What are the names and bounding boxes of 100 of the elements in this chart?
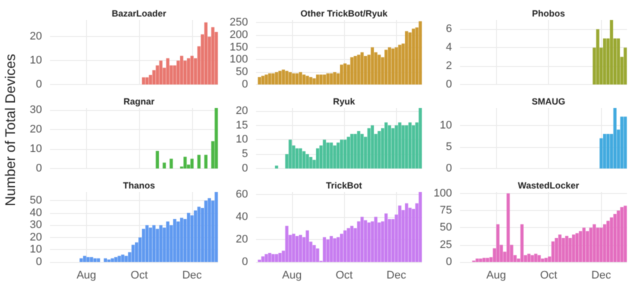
- x-tick-label: Dec: [386, 270, 407, 282]
- bar: [272, 73, 275, 84]
- bar: [360, 134, 364, 168]
- y-tick-label: 20: [30, 123, 42, 136]
- bar: [565, 236, 568, 262]
- bar: [418, 192, 422, 262]
- bar: [582, 228, 586, 262]
- x-tick-label: Aug: [282, 270, 302, 282]
- y-tick-label: 20: [30, 231, 42, 244]
- bar: [578, 231, 582, 262]
- bar: [357, 54, 360, 84]
- chart-title: Phobos: [532, 8, 565, 18]
- bar: [316, 148, 320, 168]
- y-tick-label: 0: [242, 78, 248, 90]
- bar: [296, 236, 299, 262]
- bar: [398, 206, 402, 262]
- y-tick-label: 200: [230, 28, 248, 41]
- bar: [186, 212, 190, 262]
- chart-title: Ryuk: [332, 96, 356, 106]
- bar: [616, 38, 620, 84]
- bar: [278, 70, 282, 84]
- bar: [367, 128, 371, 168]
- bar: [333, 238, 336, 262]
- bar: [124, 256, 128, 262]
- bar: [214, 192, 218, 262]
- bar: [340, 140, 344, 168]
- bar: [316, 248, 320, 262]
- bar: [600, 138, 603, 168]
- bar: [336, 237, 340, 262]
- bar: [292, 73, 296, 84]
- bar: [114, 257, 118, 262]
- bar: [541, 258, 544, 262]
- y-tick-label: 60: [236, 188, 248, 200]
- chart-title: WastedLocker: [518, 180, 580, 190]
- y-tick-label: 30: [30, 219, 42, 232]
- bar: [312, 78, 316, 84]
- bar: [603, 224, 606, 262]
- y-tick-label: 2: [446, 60, 452, 72]
- bar: [285, 70, 288, 84]
- bar: [306, 154, 309, 168]
- bar: [312, 245, 316, 262]
- bar: [476, 258, 479, 262]
- bar: [394, 125, 398, 168]
- bar: [156, 150, 159, 168]
- bar: [292, 234, 296, 262]
- bar: [384, 213, 388, 262]
- y-tick-label: 0: [446, 162, 452, 174]
- y-tick-label: 20: [236, 104, 248, 117]
- y-tick-label: 100: [230, 54, 248, 66]
- x-tick-label: Aug: [486, 270, 506, 282]
- bar: [596, 228, 600, 262]
- bar: [575, 233, 579, 262]
- bar: [326, 239, 330, 262]
- y-tick-label: 25: [440, 238, 452, 251]
- y-tick-label: 4: [446, 42, 452, 54]
- y-tick-label: 50: [236, 66, 248, 78]
- x-tick-label: Oct: [130, 270, 148, 282]
- y-tick-label: 30: [30, 104, 42, 116]
- bar: [142, 77, 146, 84]
- y-tick-label: 0: [36, 78, 42, 90]
- bar: [370, 125, 374, 168]
- chart-title: Other TrickBot/Ryuk: [300, 8, 388, 18]
- bar: [156, 228, 159, 262]
- bar: [606, 134, 610, 168]
- bar: [530, 255, 534, 262]
- bar: [142, 228, 146, 262]
- x-tick-label: Oct: [336, 270, 353, 282]
- y-tick-label: 0: [242, 256, 248, 268]
- y-tick-label: 75: [440, 204, 452, 217]
- y-tick-label: 10: [236, 134, 248, 146]
- y-tick-label: 15: [236, 119, 248, 132]
- bar: [589, 228, 592, 262]
- bar: [340, 64, 344, 84]
- bar: [288, 140, 292, 168]
- y-tick-label: 50: [30, 194, 42, 207]
- bar: [620, 207, 624, 262]
- bar: [586, 231, 589, 262]
- bar: [330, 73, 333, 84]
- bar: [316, 74, 320, 84]
- bar: [402, 125, 405, 168]
- bar: [190, 56, 194, 84]
- chart-title: TrickBot: [326, 180, 362, 190]
- bar: [616, 210, 620, 262]
- bar: [296, 73, 299, 84]
- y-tick-label: 150: [230, 41, 248, 54]
- bar: [610, 20, 614, 84]
- bar: [264, 74, 268, 84]
- bar: [346, 228, 350, 262]
- bar: [166, 221, 170, 262]
- y-tick-label: 40: [236, 210, 248, 223]
- chart-title: SMAUG: [532, 96, 566, 106]
- bar: [322, 237, 326, 262]
- bar: [408, 32, 412, 84]
- bar: [298, 148, 302, 168]
- bar: [520, 224, 524, 262]
- bar: [367, 222, 371, 262]
- bar: [568, 238, 572, 262]
- bar: [350, 57, 354, 84]
- chart-title: BazarLoader: [112, 8, 167, 18]
- y-axis-title: Number of Total Devices: [2, 54, 18, 206]
